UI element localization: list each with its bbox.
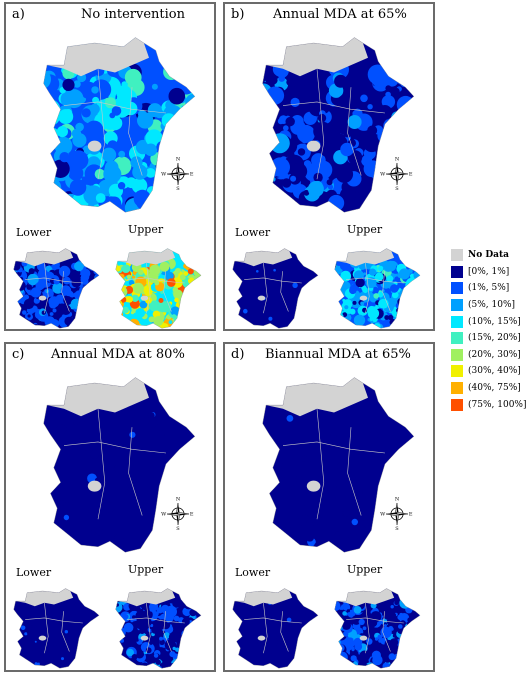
- main-map: [262, 377, 414, 553]
- lower-label: Lower: [16, 566, 52, 579]
- legend-item: (10%, 15%]: [451, 313, 531, 330]
- legend-swatch: [451, 315, 463, 328]
- svg-text:E: E: [409, 511, 413, 517]
- upper-map: [115, 248, 202, 329]
- legend-label: (20%, 30%]: [468, 349, 521, 360]
- legend-item: (5%, 10%]: [451, 297, 531, 314]
- lower-label: Lower: [235, 566, 271, 579]
- legend-label: (1%, 5%]: [468, 283, 510, 294]
- legend-item: [0%, 1%]: [451, 264, 531, 281]
- svg-text:S: S: [395, 526, 399, 532]
- legend-label: (75%, 100%]: [468, 399, 527, 410]
- compass-rose-icon: N E S W: [161, 496, 194, 532]
- panel-letter: b): [231, 7, 245, 22]
- legend-item: (1%, 5%]: [451, 280, 531, 297]
- panel-title: Annual MDA at 80%: [51, 347, 185, 362]
- legend-item: (75%, 100%]: [451, 396, 531, 413]
- lower-map: [232, 248, 319, 329]
- svg-text:W: W: [380, 171, 386, 177]
- legend-item: (40%, 75%]: [451, 380, 531, 397]
- main-map: [43, 37, 195, 213]
- lower-label: Lower: [16, 226, 52, 239]
- svg-text:E: E: [409, 171, 413, 177]
- panel-title: Annual MDA at 65%: [273, 7, 407, 22]
- legend-swatch: [451, 382, 463, 395]
- legend: No Data [0%, 1%] (1%, 5%] (5%, 10%] (10%, 15…: [451, 247, 531, 413]
- upper-map: [334, 588, 421, 669]
- legend-item: No Data: [451, 247, 531, 264]
- upper-label: Upper: [128, 563, 164, 576]
- compass-rose-icon: N E S W: [380, 156, 413, 192]
- svg-text:N: N: [176, 156, 181, 162]
- legend-label: (15%, 20%]: [468, 333, 521, 344]
- legend-item: (15%, 20%]: [451, 330, 531, 347]
- lower-map: [13, 248, 100, 329]
- lower-label: Lower: [235, 226, 271, 239]
- legend-swatch: [451, 348, 463, 361]
- upper-label: Upper: [347, 223, 383, 236]
- legend-label: (10%, 15%]: [468, 316, 521, 327]
- upper-label: Upper: [347, 563, 383, 576]
- legend-swatch: [451, 299, 463, 312]
- svg-text:S: S: [395, 186, 399, 192]
- svg-text:E: E: [190, 171, 194, 177]
- svg-text:W: W: [161, 511, 167, 517]
- panel-maps: N E S W: [13, 37, 202, 329]
- compass-rose-icon: N E S W: [380, 496, 413, 532]
- svg-text:N: N: [176, 496, 181, 502]
- upper-label: Upper: [128, 223, 164, 236]
- svg-text:S: S: [176, 526, 180, 532]
- legend-swatch: [451, 249, 463, 262]
- svg-text:W: W: [380, 511, 386, 517]
- upper-map: [115, 588, 202, 669]
- legend-label: (5%, 10%]: [468, 300, 516, 311]
- panel-title: Biannual MDA at 65%: [265, 347, 411, 362]
- legend-item: (20%, 30%]: [451, 347, 531, 364]
- panel-title: No intervention: [81, 7, 185, 22]
- compass-rose-icon: N E S W: [161, 156, 194, 192]
- upper-map: [334, 248, 421, 329]
- legend-item: (30%, 40%]: [451, 363, 531, 380]
- svg-text:N: N: [395, 156, 400, 162]
- legend-label: No Data: [468, 250, 509, 261]
- panel-letter: c): [12, 347, 25, 362]
- main-map: [262, 37, 414, 213]
- legend-swatch: [451, 265, 463, 278]
- legend-swatch: [451, 398, 463, 411]
- svg-text:S: S: [176, 186, 180, 192]
- panel-maps: N E S W: [13, 377, 202, 669]
- legend-label: [0%, 1%]: [468, 266, 510, 277]
- legend-swatch: [451, 365, 463, 378]
- panel-maps: N E S W: [232, 37, 421, 329]
- svg-text:N: N: [395, 496, 400, 502]
- svg-text:W: W: [161, 171, 167, 177]
- panel-letter: d): [231, 347, 245, 362]
- legend-swatch: [451, 282, 463, 295]
- legend-swatch: [451, 332, 463, 345]
- svg-text:E: E: [190, 511, 194, 517]
- panel-letter: a): [12, 7, 25, 22]
- legend-label: (40%, 75%]: [468, 383, 521, 394]
- legend-label: (30%, 40%]: [468, 366, 521, 377]
- panel-maps: N E S W: [232, 377, 421, 669]
